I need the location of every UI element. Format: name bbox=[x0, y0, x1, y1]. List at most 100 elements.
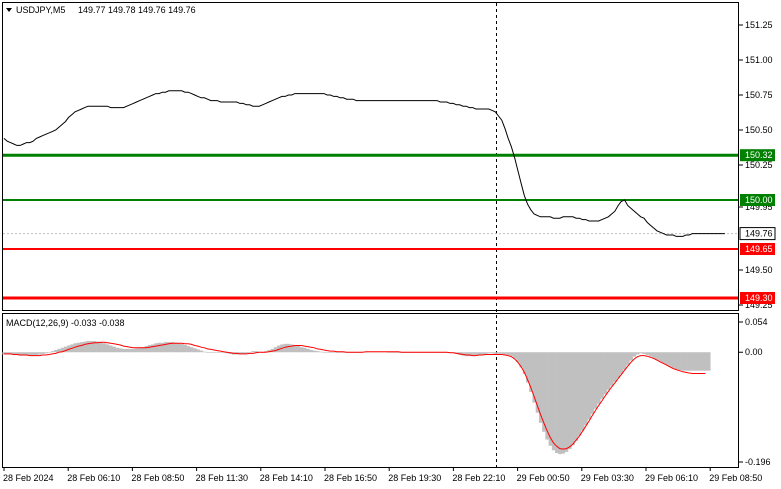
macd-bar bbox=[131, 348, 136, 353]
price-tick-label: 151.00 bbox=[745, 55, 773, 65]
macd-bar bbox=[73, 343, 78, 353]
macd-bar bbox=[558, 352, 562, 455]
price-axis: 151.25 151.00 150.75 150.50 150.25 149.95 149.… bbox=[739, 20, 773, 310]
macd-bar bbox=[92, 341, 97, 353]
macd-bar bbox=[121, 348, 126, 353]
macd-bar bbox=[555, 352, 559, 454]
macd-bar bbox=[154, 343, 158, 353]
macd-bar bbox=[115, 347, 120, 353]
macd-bar bbox=[548, 352, 553, 446]
macd-bar bbox=[290, 344, 294, 353]
macd-bar bbox=[480, 352, 485, 355]
macd-bar bbox=[102, 343, 107, 353]
macd-bar bbox=[157, 342, 162, 353]
chart-header: USDJPY,M5 149.77 149.78 149.76 149.76 bbox=[6, 5, 196, 15]
macd-bar bbox=[25, 352, 29, 356]
macd-bar bbox=[254, 351, 259, 353]
macd-bar bbox=[57, 348, 61, 353]
macd-bar bbox=[248, 352, 252, 353]
macd-bar bbox=[664, 352, 669, 366]
time-tick-label: 28 Feb 06:10 bbox=[67, 473, 120, 483]
macd-tick-label: 0.054 bbox=[745, 317, 768, 327]
macd-bar bbox=[687, 352, 692, 371]
macd-bar bbox=[41, 352, 45, 354]
macd-bar bbox=[273, 347, 278, 353]
level-label-box bbox=[740, 149, 775, 162]
macd-bar bbox=[645, 352, 650, 356]
ohlc-values: 149.77 149.78 149.76 149.76 bbox=[78, 5, 196, 15]
macd-bar bbox=[189, 347, 194, 353]
macd-bar bbox=[8, 352, 13, 355]
macd-bar bbox=[648, 352, 653, 357]
macd-bar bbox=[128, 348, 132, 353]
macd-bar bbox=[167, 342, 171, 353]
level-price-labels: 150.32 150.00 149.76 149.65 149.30 bbox=[739, 149, 776, 304]
level-label: 150.00 bbox=[745, 195, 773, 205]
macd-bar bbox=[513, 352, 517, 359]
macd-bar bbox=[393, 352, 397, 353]
macd-bar bbox=[160, 342, 165, 353]
time-axis: 28 Feb 2024 28 Feb 06:10 28 Feb 08:50 28 Fe… bbox=[3, 467, 762, 483]
macd-bar bbox=[535, 352, 540, 413]
macd-bar bbox=[568, 352, 572, 450]
macd-bar bbox=[697, 352, 701, 371]
macd-bar bbox=[477, 352, 482, 356]
macd-bar bbox=[519, 352, 524, 368]
macd-bar bbox=[125, 348, 129, 353]
macd-bar bbox=[199, 350, 204, 353]
macd-bar bbox=[238, 352, 242, 355]
macd-bar bbox=[28, 352, 32, 356]
macd-bar bbox=[532, 352, 536, 403]
macd-bar bbox=[325, 352, 330, 353]
macd-bar bbox=[674, 352, 679, 370]
macd-bar bbox=[144, 346, 149, 353]
time-tick-label: 28 Feb 14:10 bbox=[260, 473, 313, 483]
macd-bar bbox=[390, 352, 394, 353]
macd-bar bbox=[661, 352, 666, 364]
macd-bar bbox=[286, 343, 291, 353]
macd-bar bbox=[89, 341, 94, 353]
macd-bar bbox=[141, 347, 145, 353]
macd-bar bbox=[545, 352, 549, 440]
macd-bar bbox=[176, 343, 181, 353]
macd-bar bbox=[206, 352, 210, 353]
macd-bar bbox=[99, 342, 103, 353]
macd-bar bbox=[21, 352, 26, 356]
macd-bar bbox=[529, 352, 533, 392]
macd-bar bbox=[584, 352, 588, 426]
macd-bar bbox=[306, 348, 310, 353]
macd-bar bbox=[296, 346, 301, 353]
macd-bar bbox=[47, 352, 52, 353]
macd-bar bbox=[516, 352, 520, 363]
macd-bar bbox=[590, 352, 595, 414]
macd-bar bbox=[677, 352, 682, 371]
macd-bar bbox=[506, 352, 511, 356]
macd-bar bbox=[626, 352, 630, 366]
macd-bar bbox=[5, 352, 10, 355]
macd-histogram bbox=[2, 341, 711, 455]
macd-bar bbox=[606, 352, 611, 390]
price-tick-label: 149.50 bbox=[745, 265, 773, 275]
macd-bar bbox=[96, 341, 100, 353]
macd-bar bbox=[332, 352, 336, 353]
time-tick-label: 29 Feb 03:30 bbox=[581, 473, 634, 483]
macd-bar bbox=[37, 352, 42, 355]
macd-bar bbox=[173, 342, 178, 353]
macd-bar bbox=[542, 352, 546, 432]
macd-bar bbox=[312, 350, 317, 353]
macd-bar bbox=[668, 352, 672, 367]
price-panel-frame bbox=[2, 2, 739, 311]
macd-bar bbox=[613, 352, 617, 382]
price-tick-label: 150.50 bbox=[745, 125, 773, 135]
macd-bar bbox=[622, 352, 627, 370]
level-label-box bbox=[740, 194, 775, 206]
price-tick-label: 149.25 bbox=[745, 300, 773, 310]
macd-bar bbox=[83, 341, 87, 353]
macd-bar bbox=[690, 352, 695, 371]
macd-bar bbox=[564, 352, 569, 452]
macd-bar bbox=[267, 350, 271, 353]
macd-bar bbox=[681, 352, 685, 371]
macd-bar bbox=[338, 352, 343, 353]
macd-bar bbox=[600, 352, 604, 399]
